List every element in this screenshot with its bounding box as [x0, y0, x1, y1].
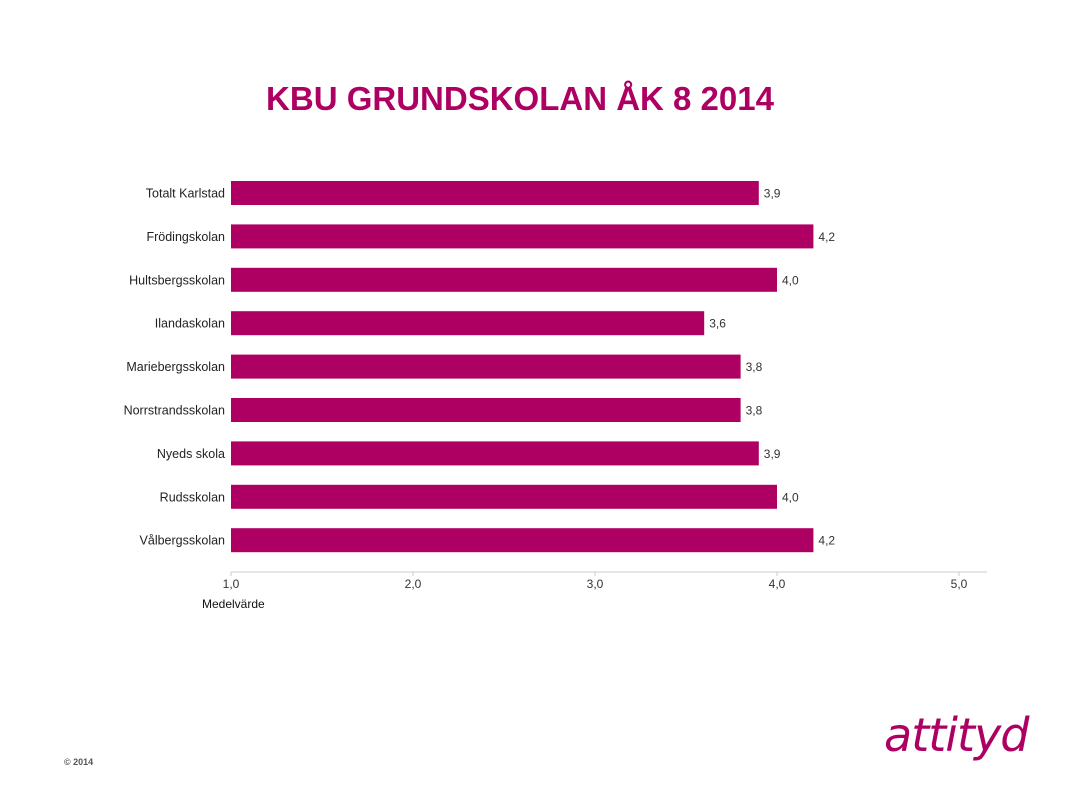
- value-label: 3,8: [746, 360, 763, 374]
- value-label: 4,0: [782, 490, 799, 504]
- category-label: Norrstrandsskolan: [124, 404, 225, 418]
- x-axis-title: Medelvärde: [202, 597, 265, 611]
- bar: [231, 441, 759, 466]
- bar: [231, 181, 759, 205]
- category-label: Frödingskolan: [146, 230, 225, 244]
- x-tick-label: 2,0: [405, 577, 422, 591]
- bar: [231, 311, 705, 336]
- category-label: Vålbergsskolan: [140, 534, 226, 548]
- value-label: 3,6: [709, 317, 726, 331]
- value-label: 4,2: [818, 230, 835, 244]
- attityd-logo: attityd: [884, 708, 1029, 762]
- bars-group: Totalt Karlstad 3,9 Frödingskolan 4,2 Hultsb…: [124, 181, 835, 553]
- value-label: 3,9: [764, 447, 781, 461]
- category-label: Rudsskolan: [160, 490, 225, 504]
- x-tick-label: 1,0: [223, 577, 240, 591]
- chart-title: KBU GRUNDSKOLAN ÅK 8 2014: [266, 80, 774, 117]
- bar: [231, 528, 814, 553]
- value-label: 4,2: [818, 534, 835, 548]
- category-label: Hultsbergsskolan: [129, 273, 225, 287]
- bar: [231, 267, 777, 292]
- x-tick-label: 3,0: [587, 577, 604, 591]
- bar: [231, 354, 741, 379]
- copyright-text: © 2014: [64, 757, 94, 767]
- x-axis: 1,0 2,0 3,0 4,0 5,0: [223, 571, 987, 591]
- value-label: 3,9: [764, 187, 781, 201]
- value-label: 4,0: [782, 273, 799, 287]
- category-label: Nyeds skola: [157, 447, 225, 461]
- x-tick-label: 5,0: [951, 577, 968, 591]
- category-label: Mariebergsskolan: [126, 360, 225, 374]
- category-label: Totalt Karlstad: [146, 187, 225, 201]
- bar: [231, 398, 741, 422]
- bar: [231, 224, 814, 249]
- bar: [231, 484, 777, 509]
- value-label: 3,8: [746, 404, 763, 418]
- category-label: Ilandaskolan: [155, 317, 225, 331]
- x-tick-label: 4,0: [769, 577, 786, 591]
